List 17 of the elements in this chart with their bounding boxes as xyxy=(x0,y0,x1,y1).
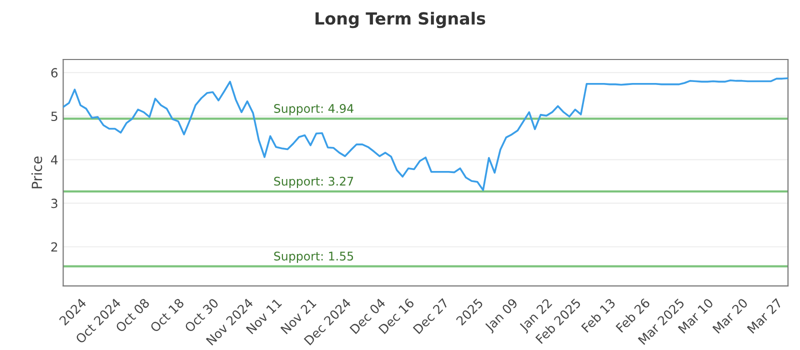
y-tick-label: 3 xyxy=(51,198,58,208)
ref-line-label: Support: 1.55 xyxy=(274,252,354,263)
x-tick-label: Oct 18 xyxy=(150,298,184,333)
y-axis-title: Price xyxy=(31,156,42,188)
y-tick-label: 4 xyxy=(50,155,58,164)
x-tick-label: Jan 09 xyxy=(484,298,520,334)
x-tick-label: Dec 27 xyxy=(412,298,449,334)
y-tick-label: 2 xyxy=(51,242,58,252)
x-tick-label: Mar 27 xyxy=(746,298,783,334)
chart-title: Long Term Signals xyxy=(316,12,486,28)
ref-line-label: Support: 3.27 xyxy=(274,176,354,188)
y-tick-label: 6 xyxy=(51,68,58,78)
y-tick-label: 5 xyxy=(51,112,58,122)
x-tick-label: Feb 13 xyxy=(580,298,616,333)
x-tick-label: Mar 20 xyxy=(712,298,748,334)
line-series xyxy=(63,77,788,192)
ref-line-label: Support: 4.94 xyxy=(274,104,354,116)
